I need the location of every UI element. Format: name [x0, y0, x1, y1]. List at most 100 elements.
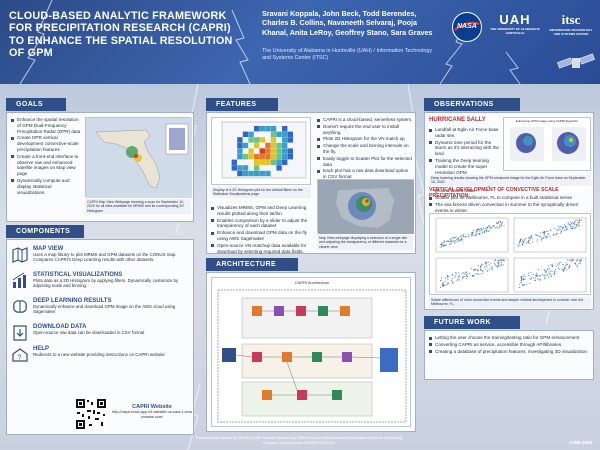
- scatter-point: [440, 286, 442, 288]
- scatter-point: [554, 270, 556, 272]
- scatter-point: [577, 221, 579, 223]
- histogram-bin: [282, 137, 288, 143]
- scatter-point: [447, 276, 449, 278]
- scatter-panel: [435, 217, 509, 253]
- scatter-point: [549, 229, 551, 231]
- scatter-point: [449, 240, 451, 243]
- histogram-bin: [265, 142, 271, 149]
- scatter-point: [490, 262, 492, 264]
- histogram-bin: [248, 154, 254, 160]
- histogram-bin: [231, 159, 237, 165]
- scatter-point: [476, 273, 478, 275]
- bar-chart-icon: [12, 272, 26, 288]
- scatter-point: [458, 279, 460, 281]
- histogram-plot: [221, 121, 307, 179]
- scatter-point: [501, 259, 503, 261]
- scatter-point: [569, 225, 571, 227]
- scatter-point: [523, 284, 525, 286]
- scatter-point: [578, 220, 580, 222]
- scatter-point: [467, 235, 469, 237]
- histogram-bin: [276, 131, 282, 137]
- scatter-point: [471, 235, 473, 237]
- scatter-point: [489, 227, 492, 229]
- scatter-point: [554, 227, 556, 229]
- scatter-point: [461, 273, 463, 275]
- scatter-point: [527, 240, 530, 242]
- histogram-bin: [259, 126, 265, 132]
- scatter-point: [480, 269, 482, 271]
- scatter-plots-figure: [429, 213, 591, 295]
- qr-code[interactable]: [75, 398, 107, 430]
- vertical-development-list: Scatter plot for Melbourne, FL to compar…: [429, 195, 591, 214]
- website-title: CAPRI Website: [132, 404, 172, 410]
- scatter-point: [502, 264, 504, 266]
- scatter-point: [461, 237, 463, 239]
- list-item: Enhance the spatial resolution of GPM Du…: [11, 117, 81, 134]
- scatter-point: [525, 242, 527, 244]
- scatter-point: [523, 278, 525, 281]
- scatter-point: [443, 284, 445, 286]
- scatter-point: [567, 222, 569, 224]
- scatter-point: [522, 275, 524, 278]
- list-item: Scatter plot for Melbourne, FL to compar…: [429, 195, 591, 201]
- histogram-bin: [282, 142, 288, 149]
- scatter-point: [551, 270, 553, 272]
- scatter-point: [465, 271, 467, 273]
- component-item-help: ? HELP Redirects to a new website provid…: [11, 346, 191, 362]
- scatter-panel: [513, 217, 587, 253]
- scatter-point: [482, 263, 484, 265]
- scatter-point: [574, 223, 576, 225]
- histogram-bin: [270, 137, 277, 143]
- scatter-point: [519, 241, 521, 243]
- scatter-point: [455, 236, 457, 239]
- scatter-point: [521, 238, 523, 240]
- architecture-heading: ARCHITECTURE: [206, 258, 298, 271]
- scatter-point: [557, 267, 560, 269]
- scatter-point: [465, 274, 467, 276]
- scatter-point: [574, 220, 577, 222]
- scatter-point: [555, 234, 557, 236]
- scatter-point: [498, 264, 500, 266]
- scatter-point: [538, 278, 540, 280]
- scatter-point: [571, 261, 573, 263]
- scatter-point: [568, 266, 570, 268]
- scatter-point: [527, 272, 530, 274]
- scatter-point: [474, 235, 476, 237]
- scatter-point: [456, 241, 459, 243]
- scatter-point: [562, 226, 564, 228]
- scatter-point: [547, 230, 549, 232]
- scatter-point: [540, 239, 542, 241]
- radar-map: [318, 180, 414, 234]
- scatter-point: [539, 275, 541, 277]
- scatter-point: [546, 273, 548, 275]
- histogram-bin: [237, 154, 243, 160]
- scatter-point: [556, 228, 558, 230]
- scatter-point: [482, 271, 484, 273]
- scatter-point: [570, 226, 572, 228]
- scatter-point: [578, 225, 580, 227]
- scatter-point: [462, 272, 464, 274]
- scatter-point: [547, 233, 549, 235]
- website-link[interactable]: http://capri-react-app.s3-website-us-eas…: [112, 410, 192, 419]
- scatter-point: [454, 240, 456, 242]
- scatter-point: [486, 230, 488, 233]
- scatter-point: [481, 229, 483, 231]
- scatter-point: [521, 243, 523, 245]
- scatter-point: [493, 262, 495, 264]
- scatter-point: [450, 279, 453, 282]
- scatter-point: [497, 259, 499, 261]
- scatter-point: [466, 277, 468, 279]
- scatter-point: [576, 259, 578, 261]
- scatter-point: [547, 265, 550, 267]
- scatter-point: [535, 277, 537, 279]
- scatter-point: [479, 230, 481, 232]
- scatter-point: [472, 268, 475, 271]
- scatter-point: [520, 281, 522, 283]
- scatter-point: [556, 263, 558, 265]
- scatter-point: [578, 262, 580, 264]
- scatter-point: [477, 269, 479, 272]
- scatter-point: [526, 284, 528, 286]
- enhancement-images: [510, 127, 586, 161]
- scatter-point: [441, 242, 443, 244]
- scatter-point: [542, 231, 544, 234]
